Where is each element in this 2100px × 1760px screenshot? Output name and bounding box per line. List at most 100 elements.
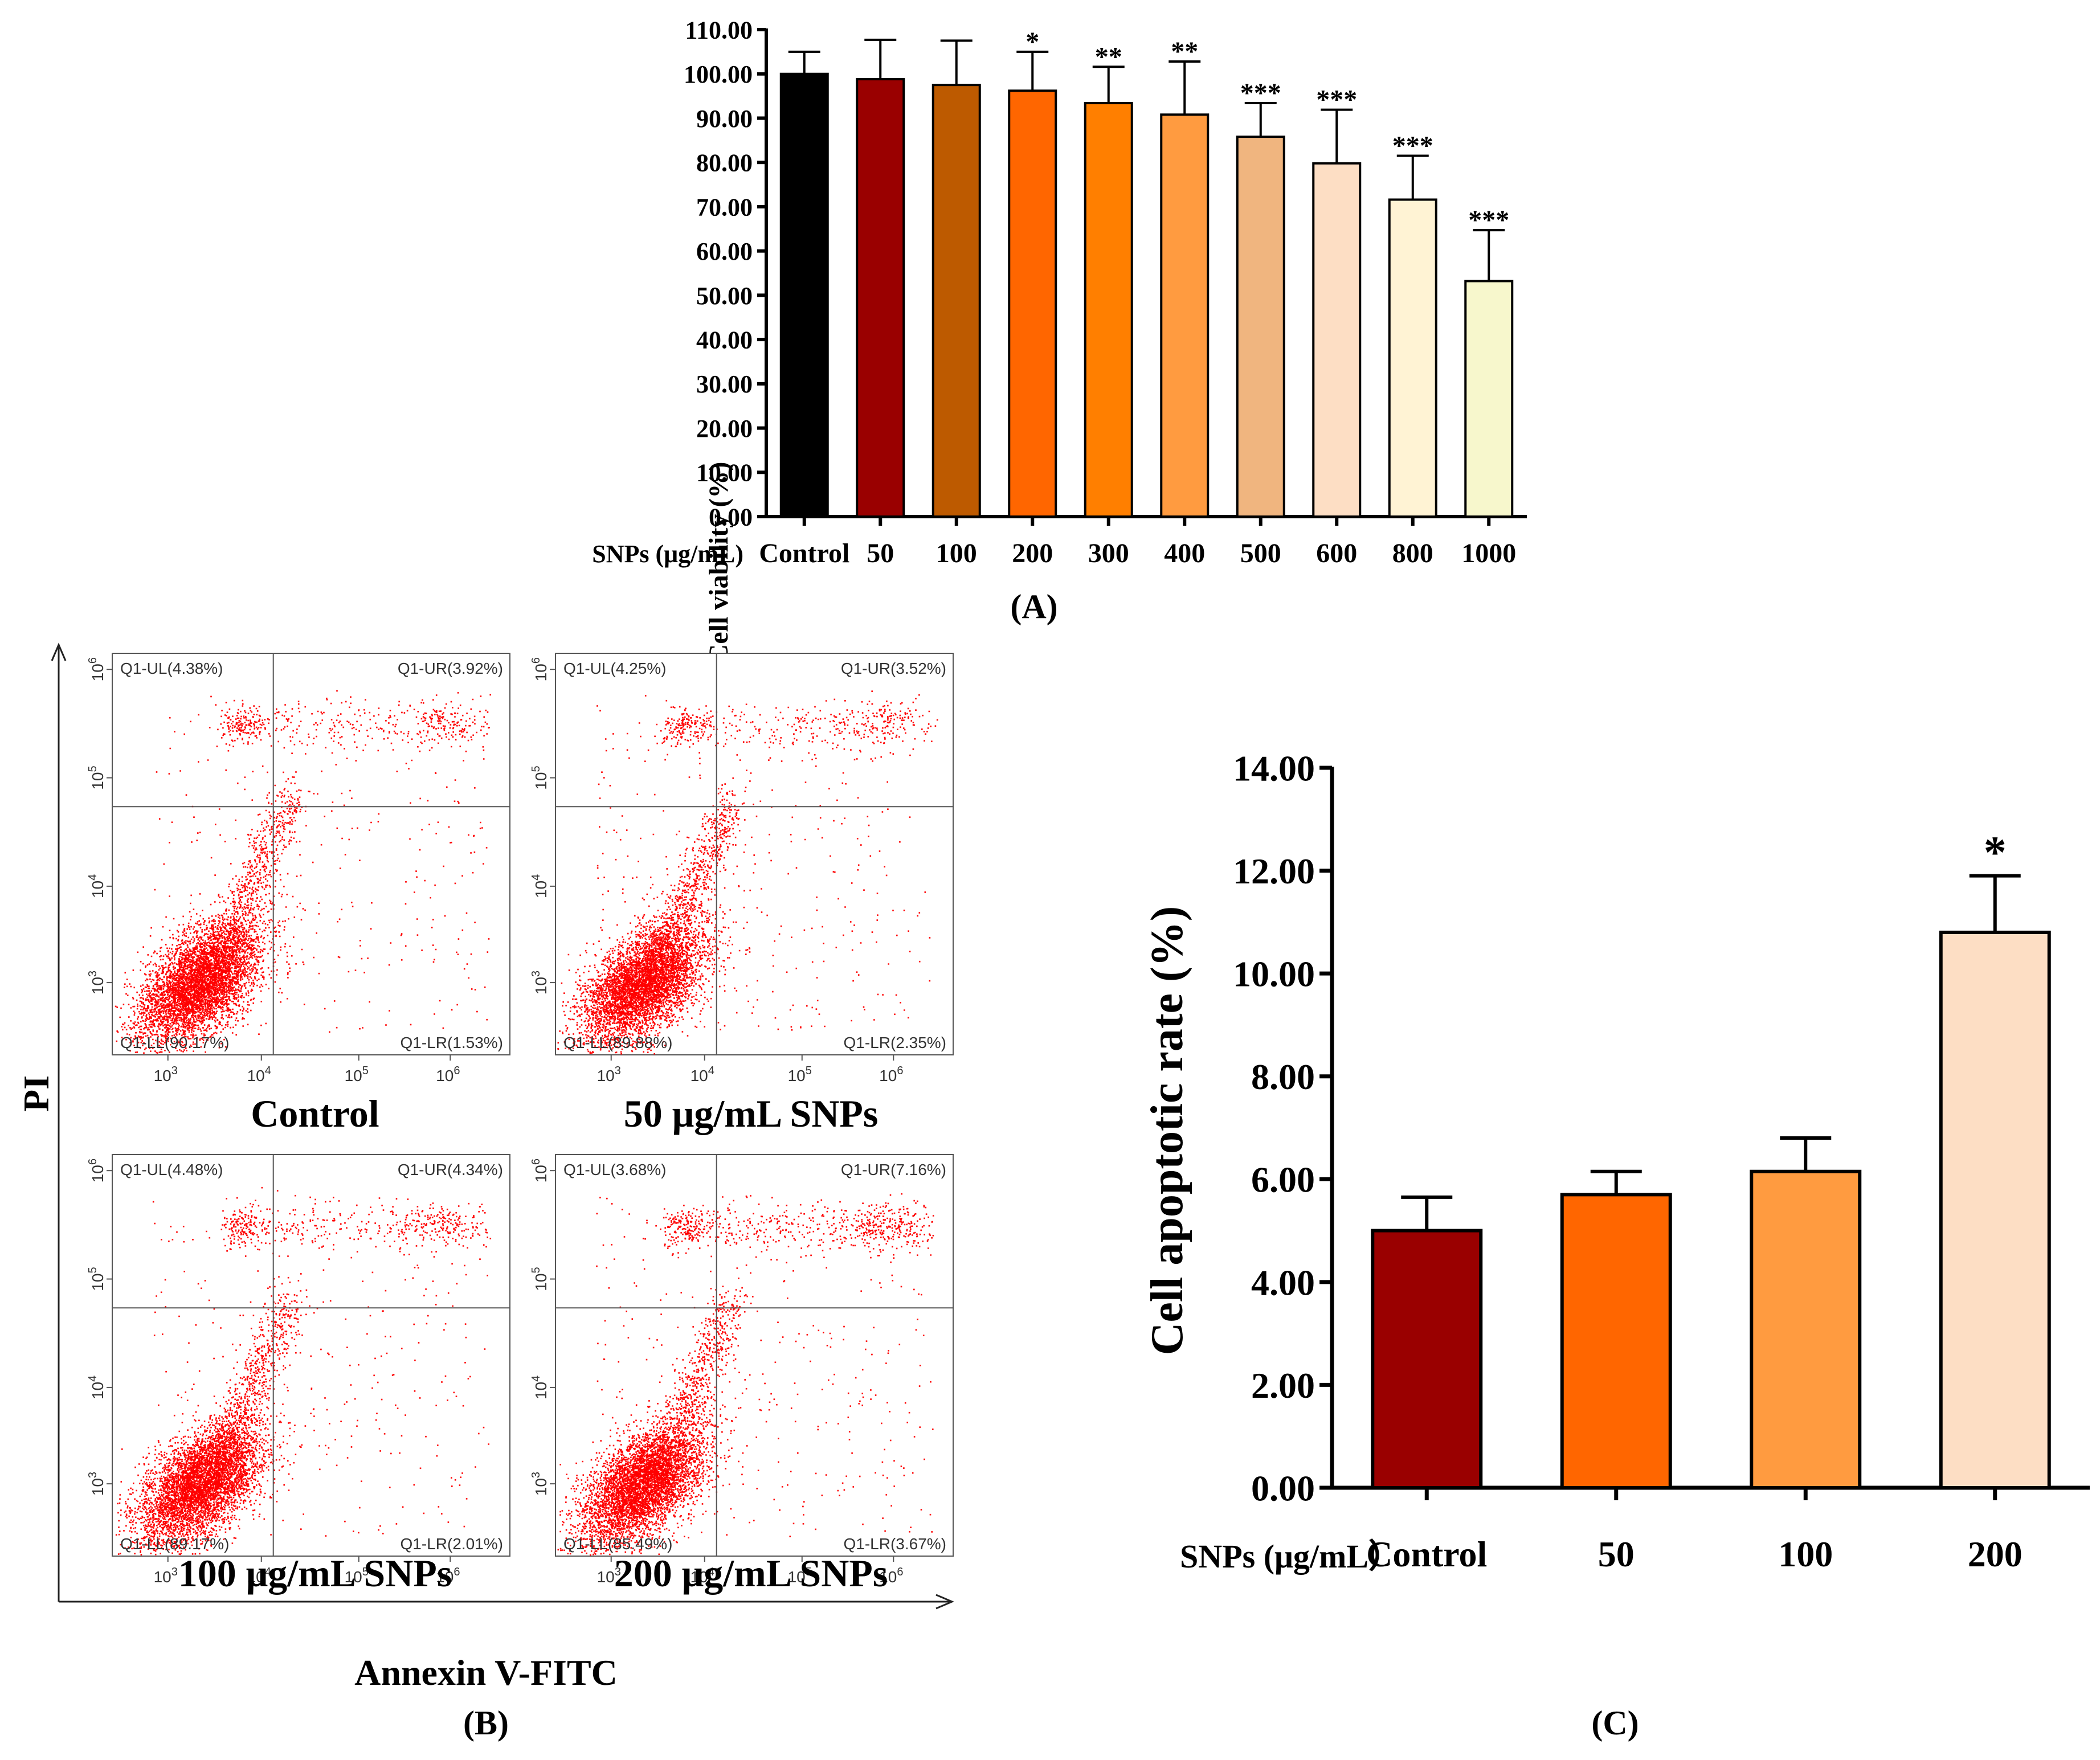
flow-plot: Q1-UL(3.68%) Q1-UR(7.16%) Q1-LL(85.49%) Q1-… [530,1154,954,1595]
quadrant-lr-label: Q1-LR(1.53%) [400,1034,503,1051]
panel-c-y-axis-label: Cell apoptotic rate (%) [1142,906,1192,1356]
y-tick-label: 0.00 [709,503,753,531]
quadrant-ur-label: Q1-UR(3.52%) [841,660,946,677]
flow-plot-title: Control [251,1092,379,1135]
bar [1464,280,1514,518]
y-tick-label: 104 [530,1376,550,1399]
scatter-points [557,1193,934,1556]
x-tick-label: 105 [345,1566,369,1586]
x-tick-label: 100 [936,538,977,568]
y-tick-label: 70.00 [696,193,753,221]
bar [1236,136,1285,518]
scatter-points [115,1186,492,1556]
quadrant-ll-label: Q1-LL(89.88%) [563,1034,672,1051]
panel-c-bar-chart: 0.00 2.00 4.00 6.00 8.00 10.00 12.00 14.00 Contr… [1233,748,2090,1574]
significance-marker: * [1984,828,2007,878]
panel-a-bar-chart: 0.00 10.00 20.00 30.00 40.00 50.00 60.00 70.00 8… [684,16,1527,568]
significance-marker: *** [1240,78,1281,108]
quadrant-ll-label: Q1-LL(89.17%) [120,1535,229,1553]
y-tick-label: 105 [530,1267,550,1291]
y-tick-label: 90.00 [696,105,753,133]
y-tick-label: 0.00 [1251,1468,1315,1508]
y-tick-label: 110.00 [685,16,753,44]
quadrant-ul-label: Q1-UL(4.38%) [120,660,223,677]
quadrant-lr-label: Q1-LR(2.35%) [843,1034,946,1051]
bar [1388,198,1437,518]
x-tick-label: 105 [345,1065,369,1084]
bar [1008,89,1057,518]
flow-plot: Q1-UL(4.48%) Q1-UR(4.34%) Q1-LL(89.17%) Q1-… [87,1154,510,1595]
y-tick-label: 20.00 [696,415,753,443]
y-tick-label: 4.00 [1251,1262,1315,1303]
y-tick-label: 10.00 [696,459,753,487]
x-tick-label: 100 [1778,1534,1833,1574]
scatter-points [557,690,938,1055]
quadrant-lr-label: Q1-LR(3.67%) [843,1535,946,1553]
quadrant-ur-label: Q1-UR(7.16%) [841,1161,946,1178]
significance-marker: *** [1392,131,1433,161]
y-tick-label: 60.00 [696,238,753,265]
flow-plot-title: 200 μg/mL SNPs [614,1552,888,1595]
x-tick-label: 800 [1392,538,1433,568]
y-tick-label: 2.00 [1251,1365,1315,1406]
y-tick-label: 104 [87,874,107,898]
y-axis-arrowhead [51,642,67,661]
y-tick-label: 105 [530,766,550,789]
quadrant-ll-label: Q1-LL(85.49%) [563,1535,672,1553]
bar [1312,162,1362,518]
panel-b-label: (B) [463,1704,509,1742]
flow-plot-frame [112,653,510,1055]
y-tick-label: 103 [87,971,107,994]
x-tick-label: 1000 [1461,538,1516,568]
panel-c-x-prefix: SNPs (μg/mL） [1180,1538,1402,1575]
y-tick-label: 10.00 [1233,954,1315,994]
significance-marker: ** [1095,42,1122,72]
x-tick-label: 104 [247,1566,271,1586]
x-tick-label: 300 [1088,538,1129,568]
significance-marker: * [1026,27,1039,57]
x-tick-label: 600 [1316,538,1357,568]
quadrant-ur-label: Q1-UR(3.92%) [398,660,503,677]
panel-b-x-axis-label: Annexin V-FITC [354,1652,618,1693]
x-tick-label: 103 [154,1065,178,1084]
x-tick-label: 105 [788,1065,812,1084]
bar [1750,1169,1862,1490]
bar [1939,930,2051,1489]
x-tick-label: 200 [1968,1534,2023,1574]
flow-plot-title: 100 μg/mL SNPs [178,1552,452,1595]
bar [1160,113,1210,518]
panel-a-label: (A) [1010,588,1057,625]
y-tick-label: 105 [87,766,107,789]
panel-c-label: (C) [1591,1704,1639,1742]
x-tick-label: 104 [691,1566,714,1586]
flow-plot: Q1-UL(4.25%) Q1-UR(3.52%) Q1-LL(89.88%) Q1-… [530,653,954,1135]
quadrant-ul-label: Q1-UL(4.25%) [563,660,667,677]
bar [1560,1193,1672,1489]
x-tick-label: 500 [1240,538,1281,568]
x-tick-label: 103 [597,1065,621,1084]
y-tick-label: 106 [87,1159,107,1182]
x-tick-label: 106 [436,1065,460,1084]
bar [1371,1229,1483,1490]
x-tick-label: 104 [691,1065,714,1084]
quadrant-lr-label: Q1-LR(2.01%) [400,1535,503,1553]
flow-plot-frame [112,1154,510,1557]
scatter-points [115,690,492,1054]
significance-marker: ** [1171,36,1198,67]
x-tick-label: 106 [879,1566,903,1586]
significance-marker: *** [1468,205,1509,235]
y-tick-label: 14.00 [1233,748,1315,788]
x-tick-label: Control [1366,1534,1487,1574]
y-tick-label: 40.00 [696,326,753,354]
x-tick-label: 106 [436,1566,460,1586]
panel-b-flow-cytometry: Q1-UL(4.38%) Q1-UR(3.92%) Q1-LL(90.17%) Q1-… [51,642,954,1610]
panel-b-y-axis-label: PI [16,1075,56,1112]
bar [779,72,829,518]
y-tick-label: 104 [530,874,550,898]
x-tick-label: 105 [788,1566,812,1586]
flow-plot-title: 50 μg/mL SNPs [624,1092,879,1135]
x-tick-label: 50 [1598,1534,1635,1574]
y-tick-label: 103 [87,1472,107,1496]
bar [931,84,981,518]
panel-a-x-prefix: SNPs (μg/mL) [592,540,743,568]
